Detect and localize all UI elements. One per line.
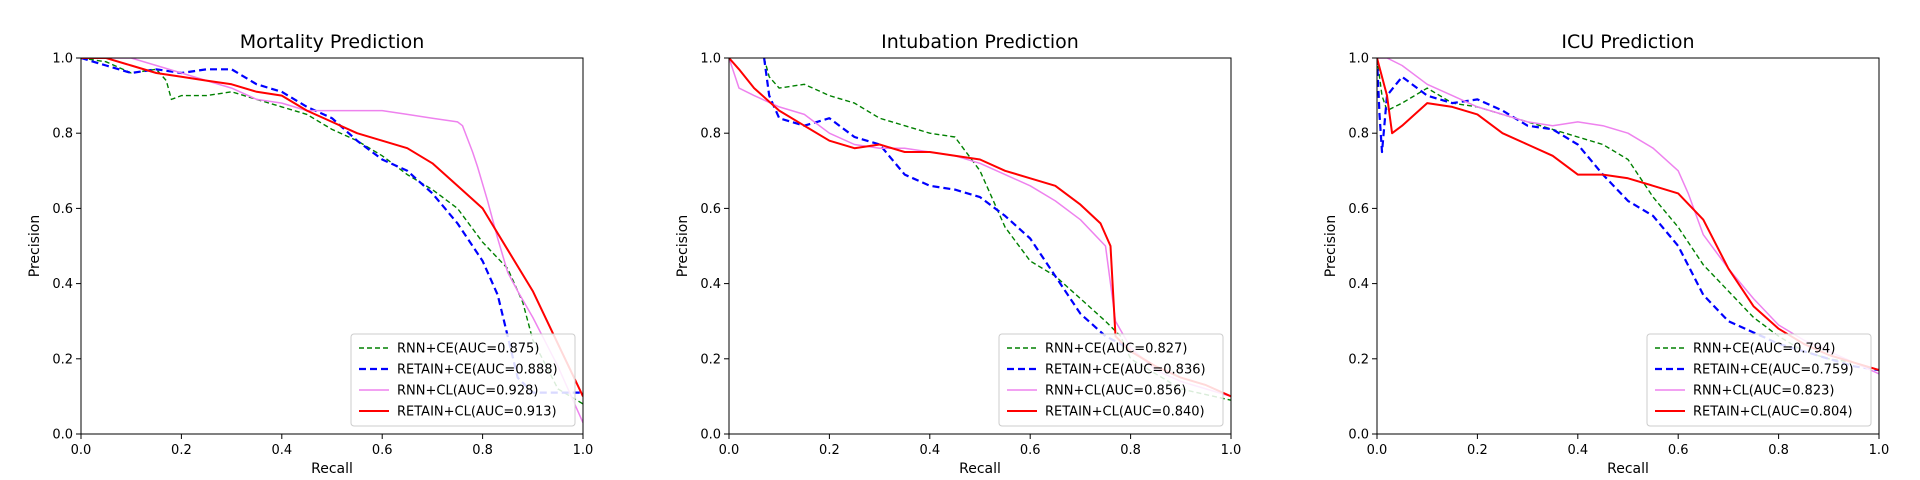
y-tick-label: 0.2 bbox=[700, 352, 721, 367]
y-tick-label: 0.6 bbox=[52, 202, 73, 217]
y-tick-label: 1.0 bbox=[700, 52, 721, 67]
chart-title: Intubation Prediction bbox=[881, 31, 1079, 53]
legend: RNN+CE(AUC=0.875) RETAIN+CE(AUC=0.888) RNN… bbox=[350, 333, 576, 427]
y-tick-label: 0.4 bbox=[700, 277, 721, 292]
legend-label-4: RETAIN+CL(AUC=0.804) bbox=[1693, 405, 1853, 420]
x-tick-label: 0.8 bbox=[472, 443, 493, 458]
legend-label-3: RNN+CL(AUC=0.856) bbox=[1045, 384, 1186, 399]
legend: RNN+CE(AUC=0.827) RETAIN+CE(AUC=0.836) RNN… bbox=[998, 333, 1224, 427]
y-axis-label: Precision bbox=[1323, 215, 1339, 277]
axes-frame bbox=[1376, 57, 1880, 435]
legend-label-3: RNN+CL(AUC=0.928) bbox=[397, 384, 538, 399]
x-tick-label: 0.2 bbox=[819, 443, 840, 458]
series-line-1 bbox=[1377, 58, 1879, 371]
legend: RNN+CE(AUC=0.794) RETAIN+CE(AUC=0.759) RNN… bbox=[1646, 333, 1872, 427]
legend-label-1: RNN+CE(AUC=0.794) bbox=[1693, 342, 1835, 357]
y-tick-label: 1.0 bbox=[52, 52, 73, 67]
series-line-3 bbox=[1377, 58, 1879, 375]
y-tick-label: 0.2 bbox=[52, 352, 73, 367]
y-tick-label: 0.8 bbox=[700, 127, 721, 142]
x-tick-label: 0.2 bbox=[1467, 443, 1488, 458]
y-tick-label: 0.2 bbox=[1348, 352, 1369, 367]
chart-title: ICU Prediction bbox=[1561, 31, 1694, 53]
plot-area bbox=[1377, 58, 1879, 375]
x-tick-label: 0.4 bbox=[271, 443, 292, 458]
y-axis-label: Precision bbox=[27, 215, 43, 277]
x-tick-label: 1.0 bbox=[1869, 443, 1890, 458]
x-tick-label: 1.0 bbox=[573, 443, 594, 458]
chart-panel-1: Mortality Prediction 0.0 0.2 0.4 0.6 0.8 1.0 0.… bbox=[27, 31, 593, 477]
series-line-2 bbox=[81, 58, 583, 394]
x-axis-label: Recall bbox=[1607, 461, 1649, 477]
legend-box bbox=[998, 333, 1224, 427]
y-tick-label: 1.0 bbox=[1348, 52, 1369, 67]
y-tick-label: 0.0 bbox=[1348, 428, 1369, 443]
x-tick-label: 0.8 bbox=[1120, 443, 1141, 458]
legend-box bbox=[350, 333, 576, 427]
axes-frame bbox=[728, 57, 1232, 435]
series-line-3 bbox=[81, 58, 583, 424]
x-axis-label: Recall bbox=[311, 461, 353, 477]
x-tick-label: 0.6 bbox=[372, 443, 393, 458]
y-tick-label: 0.4 bbox=[1348, 277, 1369, 292]
legend-label-4: RETAIN+CL(AUC=0.913) bbox=[397, 405, 557, 420]
x-tick-label: 0.2 bbox=[171, 443, 192, 458]
y-tick-label: 0.8 bbox=[52, 127, 73, 142]
x-tick-label: 0.8 bbox=[1768, 443, 1789, 458]
series-line-2 bbox=[1377, 58, 1879, 372]
chart-title: Mortality Prediction bbox=[240, 31, 425, 53]
x-tick-label: 0.4 bbox=[1567, 443, 1588, 458]
x-tick-label: 0.0 bbox=[71, 443, 92, 458]
legend-label-1: RNN+CE(AUC=0.827) bbox=[1045, 342, 1187, 357]
axes-frame bbox=[80, 57, 584, 435]
y-tick-label: 0.6 bbox=[700, 202, 721, 217]
y-tick-label: 0.4 bbox=[52, 277, 73, 292]
x-tick-label: 0.6 bbox=[1668, 443, 1689, 458]
y-tick-label: 0.0 bbox=[52, 428, 73, 443]
series-line-2 bbox=[763, 58, 1132, 353]
legend-label-4: RETAIN+CL(AUC=0.840) bbox=[1045, 405, 1205, 420]
y-tick-label: 0.6 bbox=[1348, 202, 1369, 217]
legend-label-2: RETAIN+CE(AUC=0.836) bbox=[1045, 363, 1206, 378]
x-tick-label: 1.0 bbox=[1221, 443, 1242, 458]
chart-panel-2: Intubation Prediction 0.0 0.2 0.4 0.6 0.8 1.0 0… bbox=[675, 31, 1241, 477]
legend-box bbox=[1646, 333, 1872, 427]
x-tick-label: 0.4 bbox=[919, 443, 940, 458]
series-line-4 bbox=[1377, 58, 1879, 372]
legend-label-1: RNN+CE(AUC=0.875) bbox=[397, 342, 539, 357]
y-tick-label: 0.8 bbox=[1348, 127, 1369, 142]
series-line-1 bbox=[81, 58, 583, 405]
x-tick-label: 0.0 bbox=[719, 443, 740, 458]
chart-panel-3: ICU Prediction 0.0 0.2 0.4 0.6 0.8 1.0 0.0 0.2 0.… bbox=[1323, 31, 1889, 477]
plot-area bbox=[81, 58, 583, 424]
y-axis-label: Precision bbox=[675, 215, 691, 277]
legend-label-2: RETAIN+CE(AUC=0.759) bbox=[1693, 363, 1854, 378]
x-tick-label: 0.0 bbox=[1367, 443, 1388, 458]
x-tick-label: 0.6 bbox=[1020, 443, 1041, 458]
legend-label-2: RETAIN+CE(AUC=0.888) bbox=[397, 363, 558, 378]
y-tick-label: 0.0 bbox=[700, 428, 721, 443]
legend-label-3: RNN+CL(AUC=0.823) bbox=[1693, 384, 1834, 399]
series-line-4 bbox=[81, 58, 583, 397]
x-axis-label: Recall bbox=[959, 461, 1001, 477]
